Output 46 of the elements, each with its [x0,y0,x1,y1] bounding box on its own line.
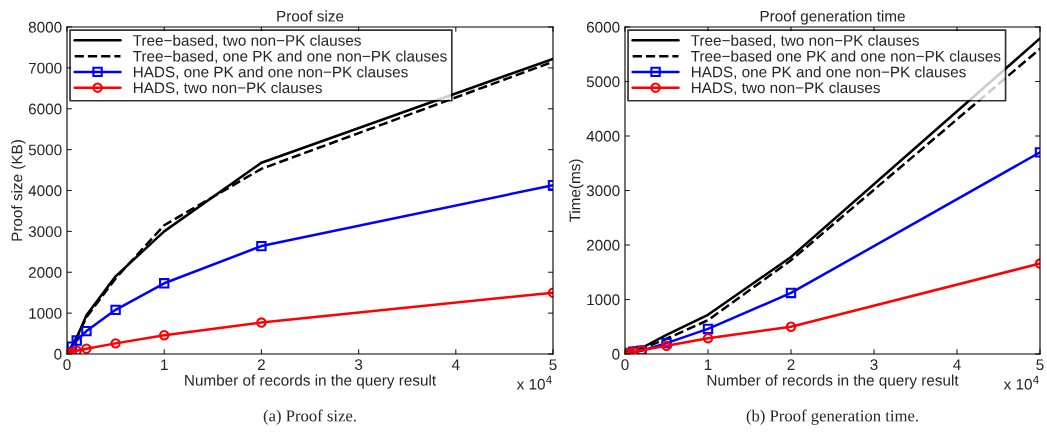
y-tick-label: 6000 [586,21,620,33]
y-tick-label: 2000 [28,267,62,278]
x-tick-label: 5 [1036,359,1044,371]
y-tick-label: 0 [54,348,62,360]
legend-label: HADS, one PK and one non−PK clauses [691,66,966,80]
legend-label: Tree−based, two non−PK clauses [133,34,361,48]
y-tick-label: 3000 [28,226,62,238]
chart-title: Proof generation time [760,10,905,25]
legend-label: Tree−based, one PK and one non−PK clauses [133,50,447,64]
x-tick-label: 0 [63,359,71,371]
text: (b) Proof generation time. [746,409,918,425]
y-tick-label: 1000 [587,294,620,306]
text: x 10$^{4}$ [1003,375,1039,390]
y-axis-title: Time(ms) [569,159,584,223]
text: x 10$^{4}$ [516,375,552,390]
y-tick-label: 4000 [28,185,62,197]
y-axis-title: Proof size (KB) [11,140,26,241]
text: (a) Proof size. [263,409,356,425]
x-tick-label: 3 [354,359,363,371]
y-tick-label: 5000 [586,76,620,88]
y-tick-label: 5000 [28,144,62,156]
y-tick-label: 7000 [28,62,62,74]
x-tick-label: 1 [704,359,712,370]
x-axis-title: Number of records in the query result [707,374,959,389]
y-tick-label: 1000 [29,307,62,319]
legend-label: Tree−based one PK and one non−PK clauses [691,50,1001,62]
x-tick-label: 0 [621,359,629,371]
legend-label: Tree−based, two non−PK clauses [691,34,919,48]
x-tick-label: 1 [161,359,168,370]
y-tick-label: 8000 [28,21,62,33]
x-tick-label: 5 [549,359,557,371]
y-tick-label: 2000 [586,239,620,251]
x-tick-label: 4 [953,359,961,370]
legend-label: HADS, two non−PK clauses [133,81,322,95]
x-tick-label: 2 [257,359,265,370]
y-tick-label: 4000 [586,130,620,142]
y-tick-label: 6000 [28,103,62,115]
x-tick-label: 2 [787,359,795,370]
x-axis-title: Number of records in the query result [185,374,436,389]
y-tick-label: 0 [612,348,620,360]
x-tick-label: 3 [870,359,878,371]
y-tick-label: 3000 [586,185,620,197]
legend-label: HADS, two non−PK clauses [691,81,880,95]
x-tick-label: 4 [451,359,460,370]
legend-label: HADS, one PK and one non−PK clauses [133,66,408,80]
chart-title: Proof size [277,10,344,22]
